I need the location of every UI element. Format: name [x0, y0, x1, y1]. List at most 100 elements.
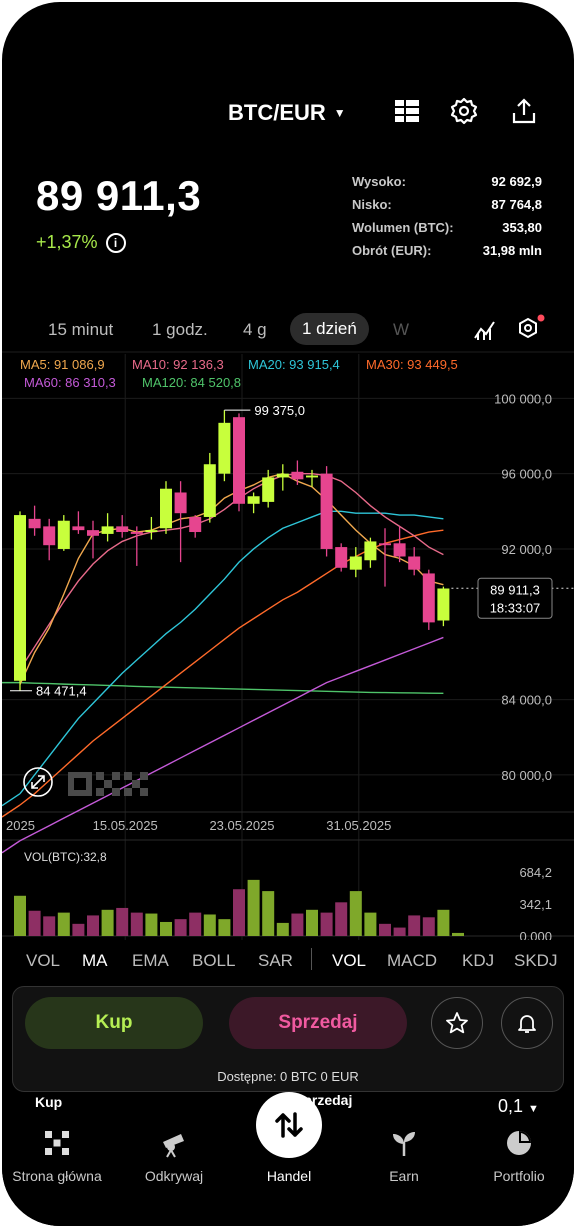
volume-bars: 684,2 342,1 0,000 [14, 865, 552, 944]
candle-body [28, 518, 41, 529]
candle-body [291, 471, 304, 480]
stat-row-low: Nisko: 87 764,8 [352, 197, 542, 220]
gear-icon[interactable] [449, 96, 479, 126]
tab-label: Earn [389, 1168, 419, 1184]
tab-timeframe-15m[interactable]: 15 minut [48, 320, 114, 339]
y-tick-label: 92 000,0 [501, 542, 552, 557]
chevron-down-icon: ▼ [528, 1103, 539, 1115]
swap-arrows-icon [275, 1112, 303, 1138]
tab-portfolio[interactable]: Portfolio [464, 1128, 574, 1184]
timeframe-bar: 15 minut 1 godz. 4 g 1 dzień W [2, 312, 574, 346]
volume-bar [14, 895, 26, 936]
quantity-selector[interactable]: 0,1 ▼ [498, 1096, 539, 1117]
bell-icon [518, 1015, 536, 1033]
tab-timeframe-w[interactable]: W [393, 320, 410, 339]
expand-icon[interactable] [23, 767, 53, 797]
y-tick-label: 100 000,0 [494, 391, 552, 406]
trade-fab-button[interactable] [256, 1092, 322, 1158]
volume-bar [28, 910, 41, 936]
star-icon [446, 1012, 468, 1034]
buy-button[interactable]: Kup [25, 997, 203, 1049]
tab-subindicator-macd[interactable]: MACD [387, 951, 438, 970]
tab-subindicator-vol[interactable]: VOL [332, 951, 367, 970]
stat-value: 31,98 mln [482, 243, 542, 258]
tab-timeframe-1d[interactable]: 1 dzień [290, 313, 369, 345]
candle-body [364, 541, 377, 561]
tab-home[interactable]: Strona główna [2, 1128, 112, 1184]
countdown-label: 18:33:07 [490, 600, 541, 615]
tab-timeframe-4h[interactable]: 4 g [243, 320, 267, 339]
alert-button[interactable] [501, 997, 553, 1049]
peek-buy-label[interactable]: Kup [35, 1094, 63, 1110]
chart-settings-icon[interactable] [514, 314, 546, 344]
pie-chart-icon [507, 1131, 531, 1155]
volume-bar [130, 912, 143, 936]
candle-body [189, 516, 202, 533]
volume-label: VOL(BTC):32,8 [24, 850, 107, 864]
legend-ma20: MA20: 93 915,4 [248, 357, 340, 372]
share-icon[interactable] [509, 96, 539, 126]
tab-subindicator-kdj[interactable]: KDJ [462, 951, 495, 970]
y-tick-label: 80 000,0 [501, 768, 552, 783]
tab-earn[interactable]: Earn [349, 1128, 459, 1184]
volume-bar [320, 912, 333, 936]
stat-label: Nisko: [352, 197, 392, 212]
price-change: +1,37% i [36, 232, 126, 253]
candle-body [233, 417, 245, 504]
stat-value: 353,80 [502, 220, 542, 235]
tab-label: Handel [266, 1168, 312, 1184]
candlestick-chart[interactable]: 100 000,0 96 000,0 92 000,0 84 000,0 80 000,… [2, 350, 574, 944]
volume-bar [349, 891, 362, 936]
candle-body [43, 526, 56, 546]
candle-body [57, 520, 70, 549]
volume-bar [276, 922, 289, 936]
divider [311, 948, 312, 970]
tab-label: Strona główna [12, 1168, 102, 1184]
volume-tick-label: 0,000 [519, 929, 552, 940]
info-icon[interactable]: i [105, 232, 126, 253]
volume-bar [233, 889, 245, 936]
pair-selector[interactable]: BTC/EUR ▼ [228, 100, 346, 126]
tab-indicator-ema[interactable]: EMA [132, 951, 169, 970]
okx-logo-icon [45, 1131, 69, 1155]
chart-canvas[interactable]: 100 000,0 96 000,0 92 000,0 84 000,0 80 000,… [2, 350, 574, 944]
volume-bar [160, 921, 172, 936]
okx-watermark-icon [68, 772, 148, 796]
last-price-label: 89 911,3 [490, 582, 540, 597]
candle-body [306, 475, 318, 478]
volume-bar [189, 912, 202, 936]
x-tick-label: 2025 [6, 818, 35, 833]
tab-trade[interactable]: Handel [234, 1168, 344, 1184]
volume-bar [101, 909, 114, 936]
tab-discover[interactable]: Odkrywaj [119, 1128, 229, 1184]
candle-body [437, 588, 450, 621]
x-tick-label: 31.05.2025 [326, 818, 391, 833]
tab-indicator-sar[interactable]: SAR [258, 951, 293, 970]
candle-body [335, 547, 348, 568]
tab-subindicator-skdj[interactable]: SKDJ [514, 951, 558, 970]
x-tick-label: 15.05.2025 [93, 818, 158, 833]
legend-ma30: MA30: 93 449,5 [366, 357, 458, 372]
sell-button[interactable]: Sprzedaj [229, 997, 407, 1049]
tab-timeframe-1h[interactable]: 1 godz. [152, 320, 208, 339]
volume-bar [306, 909, 318, 936]
ma10-line [19, 472, 444, 670]
volume-bar [145, 913, 158, 936]
tab-indicator-boll[interactable]: BOLL [192, 951, 236, 970]
grid-icon[interactable] [392, 96, 422, 126]
stat-label: Wolumen (BTC): [352, 220, 454, 235]
sprout-icon [393, 1132, 415, 1156]
tab-indicator-ma[interactable]: MA [82, 951, 108, 970]
candle-body [349, 556, 362, 570]
available-balance: Dostępne: 0 BTC 0 EUR [217, 1069, 359, 1084]
candle-body [276, 473, 289, 478]
chevron-down-icon: ▼ [333, 106, 346, 120]
tab-indicator-vol[interactable]: VOL [26, 951, 61, 970]
candle-body [408, 556, 421, 570]
indicator-chart-icon[interactable] [472, 316, 498, 342]
favorite-button[interactable] [431, 997, 483, 1049]
stat-row-high: Wysoko: 92 692,9 [352, 174, 542, 197]
candle-body [262, 477, 275, 502]
stat-label: Wysoko: [352, 174, 406, 189]
ma20-line-lead [2, 793, 21, 807]
